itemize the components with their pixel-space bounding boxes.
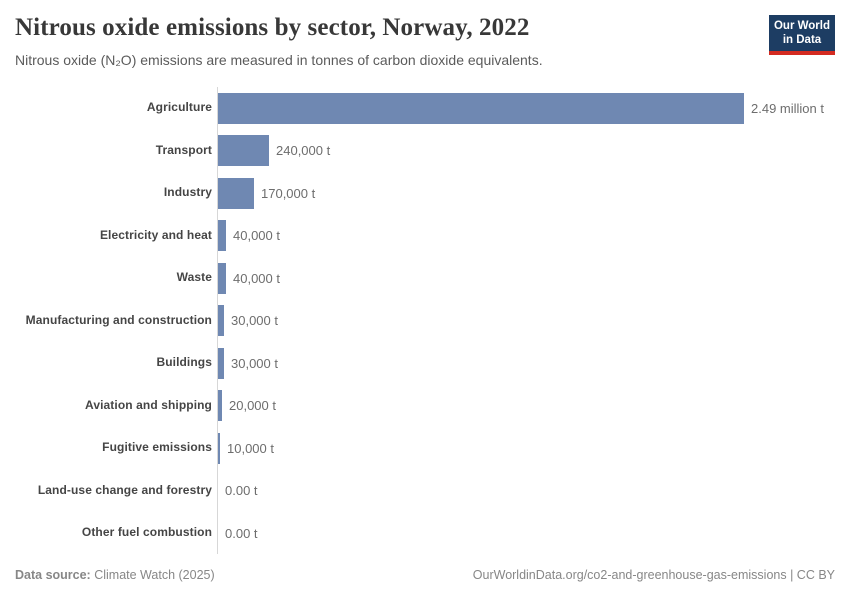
bar-area: 30,000 t xyxy=(217,299,835,342)
chart-row: Transport 240,000 t xyxy=(15,129,835,172)
chart-row: Other fuel combustion 0.00 t xyxy=(15,511,835,555)
category-label: Manufacturing and construction xyxy=(25,312,212,327)
chart-row: Buildings 30,000 t xyxy=(15,341,835,385)
category-label: Aviation and shipping xyxy=(85,397,212,412)
bar-chart: Agriculture 2.49 million t Transport 240… xyxy=(15,86,835,555)
bar[interactable] xyxy=(218,135,269,167)
bar[interactable] xyxy=(218,177,254,209)
category-label: Waste xyxy=(176,270,212,285)
logo-line-2: in Data xyxy=(782,34,822,47)
chart-title: Nitrous oxide emissions by sector, Norwa… xyxy=(15,14,530,41)
category-label: Other fuel combustion xyxy=(81,525,212,540)
bar-value-label: 40,000 t xyxy=(233,270,280,286)
category-label: Fugitive emissions xyxy=(102,440,212,455)
chart-header: Nitrous oxide emissions by sector, Norwa… xyxy=(15,13,835,69)
bar-area: 170,000 t xyxy=(217,171,835,215)
header-text: Nitrous oxide emissions by sector, Norwa… xyxy=(15,13,543,69)
category-label: Buildings xyxy=(156,355,212,370)
bar-value-label: 0.00 t xyxy=(225,483,258,499)
chart-row: Waste 40,000 t xyxy=(15,256,835,300)
chart-row: Agriculture 2.49 million t xyxy=(15,86,835,130)
bar-area: 10,000 t xyxy=(217,426,835,470)
bar-value-label: 240,000 t xyxy=(276,143,331,159)
bar[interactable] xyxy=(218,220,226,252)
bar-area: 0.00 t xyxy=(217,511,835,555)
category-label: Transport xyxy=(155,142,212,157)
chart-footer: Data source: Climate Watch (2025) OurWor… xyxy=(15,568,835,582)
bar[interactable] xyxy=(218,390,222,422)
bar[interactable] xyxy=(218,305,224,337)
bar-value-label: 170,000 t xyxy=(261,185,316,201)
category-label: Agriculture xyxy=(146,100,212,115)
bar-value-label: 30,000 t xyxy=(231,355,278,371)
data-source-value: Climate Watch (2025) xyxy=(94,568,215,583)
bar[interactable] xyxy=(218,262,226,294)
attribution-link[interactable]: OurWorldinData.org/co2-and-greenhouse-ga… xyxy=(472,568,835,583)
owid-logo[interactable]: Our World in Data xyxy=(769,15,835,55)
logo-line-1: Our World xyxy=(773,20,830,32)
bar-value-label: 30,000 t xyxy=(231,313,278,329)
chart-row: Industry 170,000 t xyxy=(15,171,835,215)
bar-area: 40,000 t xyxy=(217,256,835,300)
category-label: Land-use change and forestry xyxy=(37,482,212,497)
bar-value-label: 0.00 t xyxy=(225,525,258,541)
chart-row: Electricity and heat 40,000 t xyxy=(15,214,835,257)
bar-area: 2.49 million t xyxy=(217,86,835,130)
data-source: Data source: Climate Watch (2025) xyxy=(15,568,215,582)
bar[interactable] xyxy=(218,92,744,124)
bar-area: 20,000 t xyxy=(217,384,835,427)
bar[interactable] xyxy=(218,347,224,379)
bar-area: 40,000 t xyxy=(217,214,835,257)
chart-row: Land-use change and forestry 0.00 t xyxy=(15,469,835,512)
bar[interactable] xyxy=(218,432,220,464)
bar-area: 0.00 t xyxy=(217,469,835,512)
chart-row: Fugitive emissions 10,000 t xyxy=(15,426,835,470)
data-source-label: Data source: xyxy=(15,568,91,583)
category-label: Electricity and heat xyxy=(99,227,212,242)
bar-area: 30,000 t xyxy=(217,341,835,385)
chart-row: Aviation and shipping 20,000 t xyxy=(15,384,835,427)
bar-value-label: 2.49 million t xyxy=(751,100,824,116)
chart-subtitle: Nitrous oxide (N₂O) emissions are measur… xyxy=(15,52,543,68)
chart-row: Manufacturing and construction 30,000 t xyxy=(15,299,835,342)
bar-value-label: 10,000 t xyxy=(227,440,274,456)
bar-area: 240,000 t xyxy=(217,129,835,172)
bar-value-label: 40,000 t xyxy=(233,228,280,244)
bar-value-label: 20,000 t xyxy=(229,398,276,414)
category-label: Industry xyxy=(163,185,212,200)
